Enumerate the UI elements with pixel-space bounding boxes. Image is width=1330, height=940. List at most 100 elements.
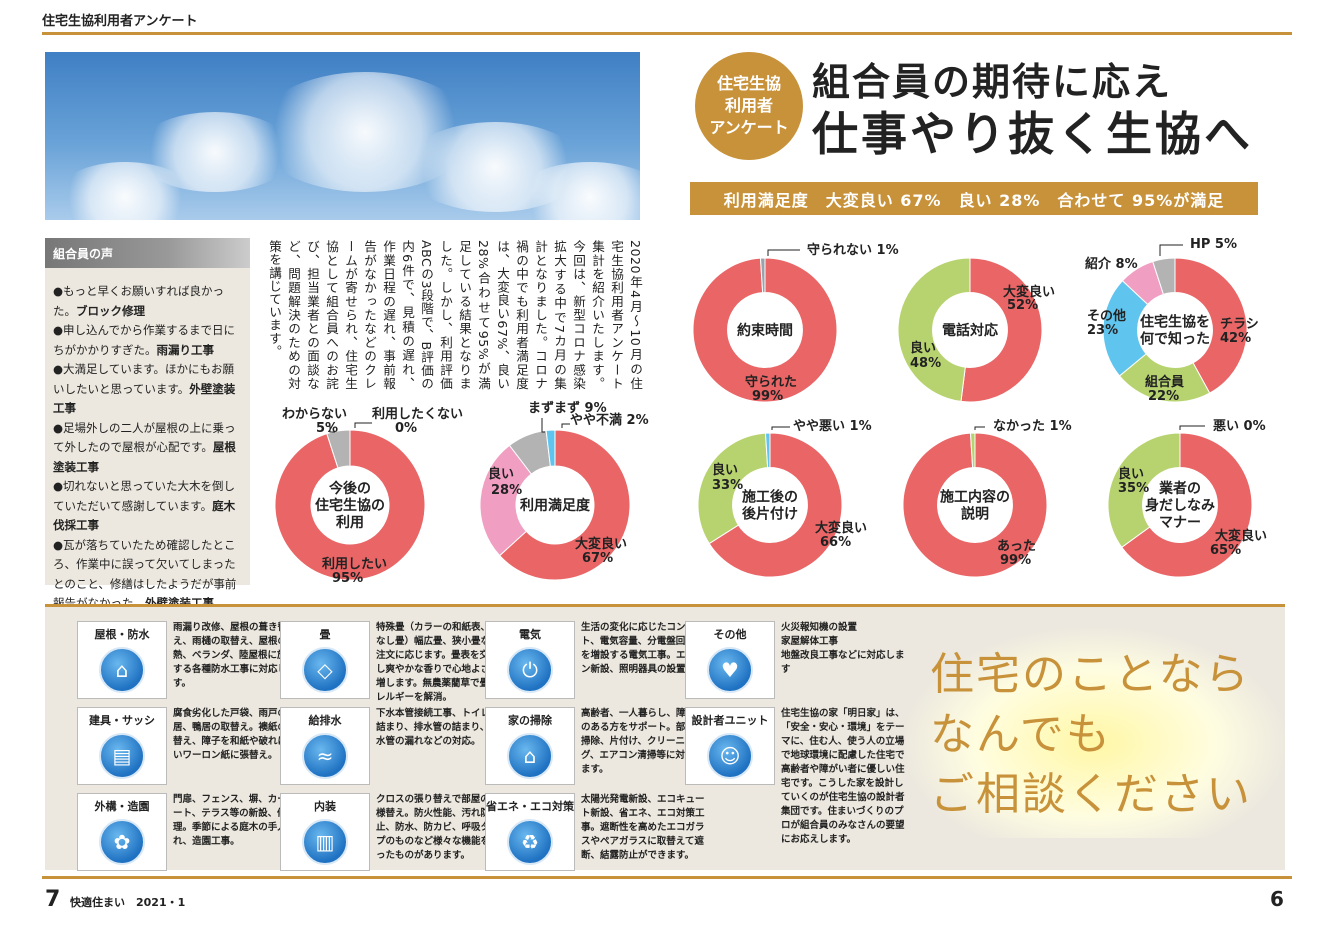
bottom-rule bbox=[42, 876, 1292, 879]
slice-label: 大変良い bbox=[575, 536, 627, 552]
recycle-icon: ♻ bbox=[507, 819, 553, 865]
slice-label: 22% bbox=[1148, 389, 1179, 404]
slice-label: 28% bbox=[491, 483, 522, 498]
slice-label: 良い bbox=[488, 466, 514, 482]
slice-label: 42% bbox=[1220, 331, 1251, 346]
slice-label: 良い bbox=[712, 462, 738, 478]
service-card: 省エネ・エコ対策 ♻ bbox=[485, 793, 575, 871]
donut-hole bbox=[937, 467, 1013, 543]
heart-icon: ♥ bbox=[707, 647, 753, 693]
slice-label: チラシ bbox=[1220, 317, 1259, 332]
service-card: 屋根・防水 ⌂ bbox=[77, 621, 167, 699]
label-leader bbox=[1159, 244, 1183, 256]
donut-hole bbox=[1137, 292, 1213, 368]
slice-label: 大変良い bbox=[815, 520, 867, 536]
service-card: 給排水 ≈ bbox=[280, 707, 370, 785]
voice-work: 庭木伐採工事 bbox=[53, 498, 236, 533]
service-label: 屋根・防水 bbox=[94, 628, 150, 641]
slice-label: やや不満 2% bbox=[570, 412, 649, 428]
donut-hole bbox=[732, 467, 808, 543]
donut-hole bbox=[1142, 467, 1218, 543]
donut-title: 利用 bbox=[336, 514, 364, 531]
voice-work: 雨漏り工事 bbox=[156, 342, 215, 357]
service-description: 特殊畳（カラーの和紙表、縁なし畳）幅広畳、狭小畳など注文に応じます。畳表を交換し… bbox=[376, 622, 500, 703]
slice-label: 守られない 1% bbox=[807, 242, 899, 258]
magazine-issue: 快適住まい 2021・1 bbox=[70, 896, 186, 909]
voice-text: ●申し込んでから作業するまで日にちがかかりすぎた。 bbox=[53, 323, 235, 357]
slice-label: 99% bbox=[1000, 553, 1031, 568]
donut-title: 業者の bbox=[1158, 480, 1201, 497]
slice-label: 組合員 bbox=[1145, 374, 1184, 390]
service-label: 家の掃除 bbox=[508, 714, 552, 727]
service-description: 太陽光発電新設、エコキュート新設、省エネ、エコ対策工事。遮断性を高めたエコガラス… bbox=[581, 794, 705, 861]
member-voices-box: 組合員の声 ●もっと早くお願いすれば良かった。ブロック修理 ●申し込んでから作業す… bbox=[45, 238, 250, 649]
service-description: 雨漏り改修、屋根の葺き替え、雨樋の取替え、屋根の断熱、ベランダ、陸屋根に施工する… bbox=[173, 622, 297, 689]
consult-line-3: ご相談ください bbox=[930, 769, 1252, 820]
slice-label: やや悪い 1% bbox=[793, 419, 872, 434]
label-leader bbox=[974, 426, 985, 430]
donut-hole bbox=[311, 466, 389, 544]
voice-work: ブロック修理 bbox=[76, 303, 145, 318]
service-label: 電気 bbox=[519, 628, 541, 641]
survey-badge: 住宅生協 利用者 アンケート bbox=[695, 52, 803, 160]
article-text: 2020年4月〜10月の住宅生協利用者アンケート集計を紹介いたします。今回は、新… bbox=[267, 240, 643, 390]
voice-item: ●足場外しの二人が屋根の上に乗って外したので屋根が心配です。屋根塗装工事 bbox=[53, 419, 242, 478]
label-leader bbox=[767, 249, 800, 256]
slice-label: 良い bbox=[910, 340, 936, 356]
label-leader bbox=[771, 426, 790, 430]
service-description: 高齢者、一人暮らし、障がいのある方をサポート。部屋の掃除、片付け、クリーニング、… bbox=[581, 708, 705, 775]
voice-item: ●大満足しています。ほかにもお願いしたいと思っています。外壁塗装工事 bbox=[53, 360, 242, 419]
service-description: クロスの張り替えで部屋の模様替え。防火性能、汚れ防止、防水、防カビ、呼吸タイプの… bbox=[376, 794, 500, 861]
service-description: 生活の変化に応じたコンセント、電気容量、分電盤回路等を増設する電気工事。エアコン… bbox=[581, 622, 705, 675]
people-icon: ☺ bbox=[707, 733, 753, 779]
donut-title: 今後の bbox=[328, 480, 371, 497]
donut-title: 施工後の bbox=[742, 489, 798, 506]
slice-label: 大変良い bbox=[1215, 528, 1267, 544]
slice-label: その他 bbox=[1087, 308, 1126, 324]
service-description: 住宅生協の家「明日家」は、「安全・安心・環境」をテーマに、住む人、使う人の立場で… bbox=[781, 708, 905, 845]
tatami-icon: ◇ bbox=[302, 647, 348, 693]
voice-item: ●もっと早くお願いすれば良かった。ブロック修理 bbox=[53, 282, 242, 321]
donut-title: 約束時間 bbox=[737, 322, 793, 339]
electric-icon: ⏻ bbox=[507, 647, 553, 693]
slice-label: 65% bbox=[1210, 543, 1241, 558]
donut-hole bbox=[727, 292, 803, 368]
donut-title: 住宅生協を bbox=[1140, 314, 1210, 331]
donut-title: 利用満足度 bbox=[520, 497, 591, 514]
service-card: 建具・サッシ ▤ bbox=[77, 707, 167, 785]
garden-icon: ✿ bbox=[99, 819, 145, 865]
service-card: その他 ♥ bbox=[685, 621, 775, 699]
service-description: 門扉、フェンス、塀、カーポート、テラス等の新設、修理。季節による庭木の手入れ、造… bbox=[173, 794, 297, 847]
slice-label: 48% bbox=[910, 356, 941, 371]
donut-title: 施工内容の bbox=[940, 489, 1010, 506]
right-page-number: 6 bbox=[1270, 887, 1284, 911]
headline-line-2: 仕事やり抜く生協へ bbox=[812, 107, 1253, 161]
service-label: 外構・造園 bbox=[94, 800, 150, 813]
slice-label: 大変良い bbox=[1003, 284, 1055, 300]
label-leader bbox=[561, 423, 570, 428]
service-label: 建具・サッシ bbox=[89, 714, 155, 727]
member-voices-heading: 組合員の声 bbox=[45, 238, 250, 268]
slice-label: 35% bbox=[1118, 481, 1149, 496]
service-label: 畳 bbox=[319, 628, 331, 641]
consult-line-1: 住宅のことなら bbox=[930, 649, 1251, 700]
label-leader bbox=[1179, 425, 1205, 430]
slice-label: 5% bbox=[316, 421, 338, 436]
label-leader bbox=[329, 424, 335, 433]
badge-line-2: 利用者 bbox=[724, 96, 773, 115]
donut-title: 身だしなみ bbox=[1145, 497, 1215, 514]
service-label: 省エネ・エコ対策 bbox=[486, 800, 574, 813]
sky-photo bbox=[45, 52, 640, 220]
donut-slice bbox=[274, 429, 426, 581]
consult-line-2: なんでも bbox=[930, 709, 1112, 760]
section-header: 住宅生協利用者アンケート bbox=[42, 14, 198, 29]
donut-title: 後片付け bbox=[742, 506, 798, 523]
top-rule bbox=[42, 32, 1292, 35]
slice-label: 紹介 8% bbox=[1085, 256, 1138, 272]
